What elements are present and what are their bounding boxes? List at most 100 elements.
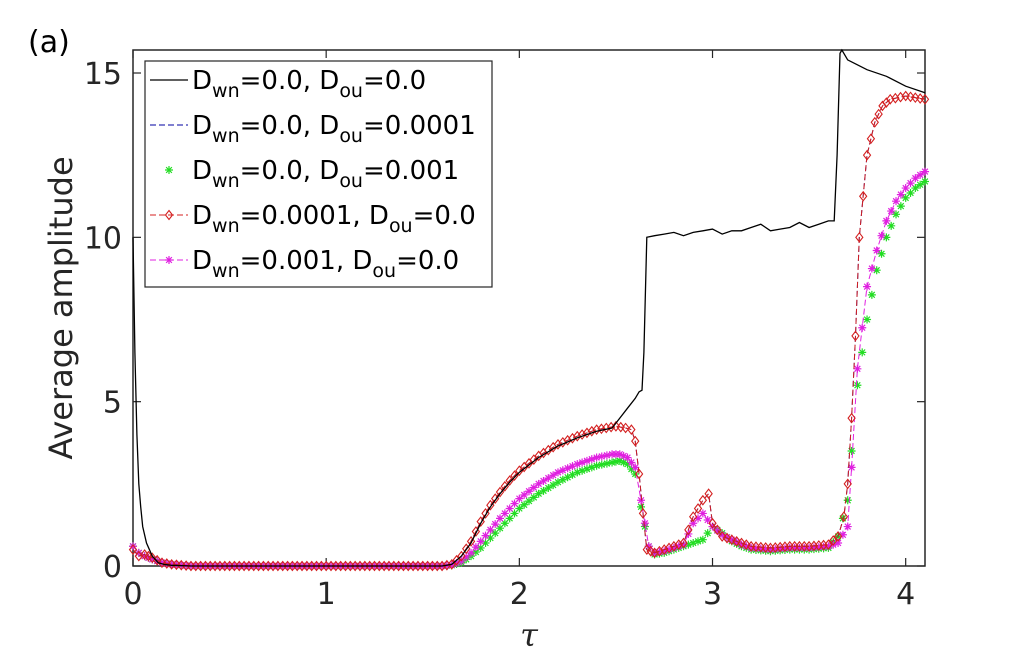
data-point (529, 483, 538, 492)
data-point (713, 524, 722, 536)
data-point (619, 458, 628, 467)
legend-text: D (192, 246, 212, 276)
data-point (515, 504, 524, 513)
data-point (592, 461, 601, 470)
data-point (520, 490, 529, 499)
data-point (467, 548, 476, 557)
data-point (906, 188, 915, 197)
data-point (771, 545, 780, 554)
data-point (520, 500, 529, 509)
data-point (500, 519, 509, 528)
data-point (471, 543, 480, 552)
legend-item: Dwn=0.0001, Dou=0.0 (150, 201, 476, 237)
legend-text: D (192, 111, 212, 141)
data-point (563, 473, 572, 482)
data-point (476, 543, 485, 552)
data-point (689, 538, 698, 547)
data-point (688, 511, 698, 523)
legend-subscript: wn (212, 215, 240, 237)
data-point (814, 543, 823, 552)
data-point (637, 496, 646, 505)
data-point (608, 458, 617, 467)
data-point (751, 544, 760, 553)
data-point (640, 519, 649, 528)
legend-text: =0.0001, D (240, 201, 389, 231)
data-point (717, 531, 727, 542)
data-point (872, 246, 881, 255)
data-point (578, 458, 587, 467)
data-point (847, 446, 856, 455)
data-point (631, 435, 640, 447)
legend-marker (165, 256, 173, 264)
data-point (669, 543, 678, 552)
data-point (619, 451, 628, 460)
data-point (892, 197, 901, 206)
data-point (877, 231, 886, 240)
data-point (578, 466, 587, 475)
data-point (858, 348, 867, 357)
data-point (790, 543, 799, 552)
data-point (805, 543, 814, 552)
data-point (631, 463, 640, 472)
data-point (615, 456, 624, 465)
data-point (703, 515, 712, 524)
data-point (616, 421, 625, 433)
x-tick-label: 2 (510, 577, 529, 612)
data-point (843, 496, 852, 505)
legend-label: Dwn=0.0, Dou=0.001 (192, 156, 459, 192)
data-point (587, 463, 596, 472)
data-point (698, 494, 708, 506)
data-point (882, 233, 891, 242)
data-point (515, 494, 524, 503)
data-point (655, 548, 664, 557)
data-point (568, 470, 577, 479)
legend-marker (164, 209, 174, 221)
data-point (855, 231, 864, 243)
legend-label: Dwn=0.0, Dou=0.0001 (192, 111, 476, 147)
x-axis-label: τ (520, 616, 539, 654)
data-point (916, 170, 925, 179)
data-point (157, 558, 166, 567)
legend-subscript: ou (372, 260, 396, 282)
data-point (563, 464, 572, 473)
data-point (920, 93, 930, 105)
data-point (519, 461, 529, 473)
data-point (704, 488, 713, 500)
legend-item: Dwn=0.0, Dou=0.0 (150, 66, 426, 102)
data-point (921, 177, 929, 186)
data-point (515, 465, 524, 477)
y-tick-label: 5 (103, 386, 122, 421)
data-point (148, 552, 157, 564)
data-point (644, 542, 653, 551)
data-point (915, 93, 925, 104)
data-point (669, 540, 679, 552)
data-point (906, 91, 915, 103)
data-point (573, 430, 582, 442)
data-point (549, 481, 558, 490)
data-point (833, 531, 843, 542)
data-point (843, 522, 852, 531)
data-point (577, 429, 587, 440)
data-point (558, 466, 567, 475)
data-point (539, 486, 548, 495)
legend-text: =0.0, D (240, 66, 340, 96)
data-point (529, 493, 538, 502)
data-point (892, 210, 901, 219)
data-point (481, 538, 490, 547)
data-point (500, 509, 509, 518)
data-point (742, 542, 751, 551)
data-point (148, 555, 157, 564)
panel-label: (a) (28, 25, 70, 60)
plot-series (128, 48, 930, 572)
data-point (553, 478, 562, 487)
legend-item: Dwn=0.0, Dou=0.001 (165, 156, 459, 192)
data-point (582, 456, 591, 465)
legend-text: =0.001, D (240, 246, 373, 276)
legend-text: =0.0, D (240, 111, 340, 141)
data-point (718, 530, 727, 539)
data-point (627, 458, 636, 467)
series-line (132, 48, 926, 567)
data-point (698, 535, 707, 544)
data-point (684, 524, 693, 536)
legend-text: =0.0001 (363, 111, 476, 141)
